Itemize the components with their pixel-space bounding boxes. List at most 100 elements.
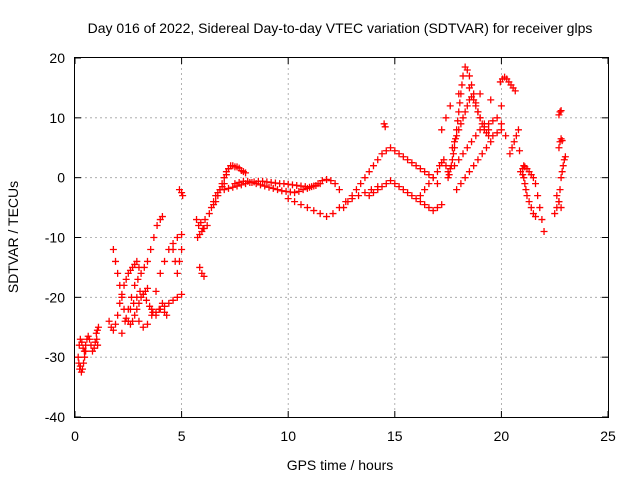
data-point: [485, 120, 493, 128]
data-point: [143, 284, 151, 292]
data-point: [122, 275, 130, 283]
data-point: [382, 147, 390, 155]
data-point: [454, 117, 462, 125]
data-point: [78, 338, 86, 346]
data-point: [482, 144, 490, 152]
x-tick-label: 20: [494, 428, 510, 444]
data-point: [361, 174, 369, 182]
data-point: [452, 135, 460, 143]
data-point: [502, 132, 510, 140]
data-point: [252, 180, 260, 188]
data-point: [323, 213, 331, 221]
data-point: [112, 320, 120, 328]
data-point: [169, 245, 177, 253]
data-point: [143, 257, 151, 265]
data-point: [521, 180, 529, 188]
y-tick-label: 20: [49, 50, 65, 66]
data-point: [508, 144, 516, 152]
data-point: [433, 180, 441, 188]
data-point: [520, 162, 528, 170]
data-point: [534, 192, 542, 200]
data-point: [140, 263, 148, 271]
data-point: [109, 326, 117, 334]
data-point: [493, 129, 501, 137]
data-point: [514, 126, 522, 134]
data-point: [558, 168, 566, 176]
data-point: [169, 239, 177, 247]
data-point: [116, 299, 124, 307]
data-point: [327, 177, 335, 185]
data-point: [299, 186, 307, 194]
data-point: [457, 120, 465, 128]
data-point: [532, 213, 540, 221]
x-tick-label: 15: [387, 428, 403, 444]
data-point: [361, 189, 369, 197]
data-point: [178, 290, 186, 298]
data-point: [391, 147, 399, 155]
data-point: [118, 329, 126, 337]
data-point: [461, 174, 469, 182]
data-point: [284, 195, 292, 203]
data-point: [478, 150, 486, 158]
data-point: [135, 317, 143, 325]
data-point: [173, 234, 181, 241]
data-point: [476, 114, 484, 122]
data-point: [540, 228, 548, 236]
data-point: [455, 156, 463, 164]
data-point: [81, 353, 89, 361]
data-point: [408, 159, 416, 167]
data-point: [312, 181, 320, 189]
data-point: [242, 169, 250, 177]
data-point: [129, 317, 137, 325]
data-point: [116, 281, 124, 289]
data-point: [134, 275, 142, 283]
data-point: [153, 222, 161, 230]
data-point: [438, 201, 446, 209]
data-point: [121, 317, 129, 325]
data-point: [80, 359, 88, 367]
data-point: [231, 180, 239, 188]
data-point: [556, 108, 564, 116]
data-point: [450, 138, 458, 146]
data-point: [274, 186, 282, 194]
data-point: [297, 201, 305, 209]
data-point: [139, 323, 147, 331]
data-point: [506, 150, 514, 158]
data-point: [374, 156, 382, 164]
data-point: [357, 180, 365, 188]
data-point: [90, 344, 98, 352]
data-point: [433, 168, 441, 176]
data-point: [448, 144, 456, 152]
data-point: [369, 189, 377, 197]
data-point: [455, 126, 463, 134]
data-point: [269, 184, 277, 192]
data-point: [93, 326, 101, 334]
data-point: [173, 293, 181, 301]
data-point: [85, 335, 93, 343]
data-point: [455, 90, 463, 98]
data-point: [323, 175, 331, 183]
data-point: [525, 198, 533, 206]
data-point: [196, 263, 204, 271]
data-point: [130, 299, 138, 307]
data-point: [556, 186, 564, 194]
data-point: [446, 165, 454, 173]
x-tick-label: 10: [280, 428, 296, 444]
data-point: [105, 317, 113, 325]
data-point: [178, 189, 186, 197]
data-point: [497, 120, 505, 128]
data-point: [178, 231, 186, 239]
data-point: [458, 81, 466, 89]
x-tick-label: 5: [178, 428, 186, 444]
data-point: [446, 102, 454, 110]
data-point: [463, 66, 471, 74]
data-point: [374, 186, 382, 194]
data-point: [200, 272, 208, 280]
data-point: [380, 120, 388, 128]
data-point: [519, 171, 527, 179]
data-point: [523, 192, 531, 200]
y-tick-label: -40: [45, 409, 65, 425]
data-point: [404, 189, 412, 197]
data-point: [497, 126, 505, 134]
